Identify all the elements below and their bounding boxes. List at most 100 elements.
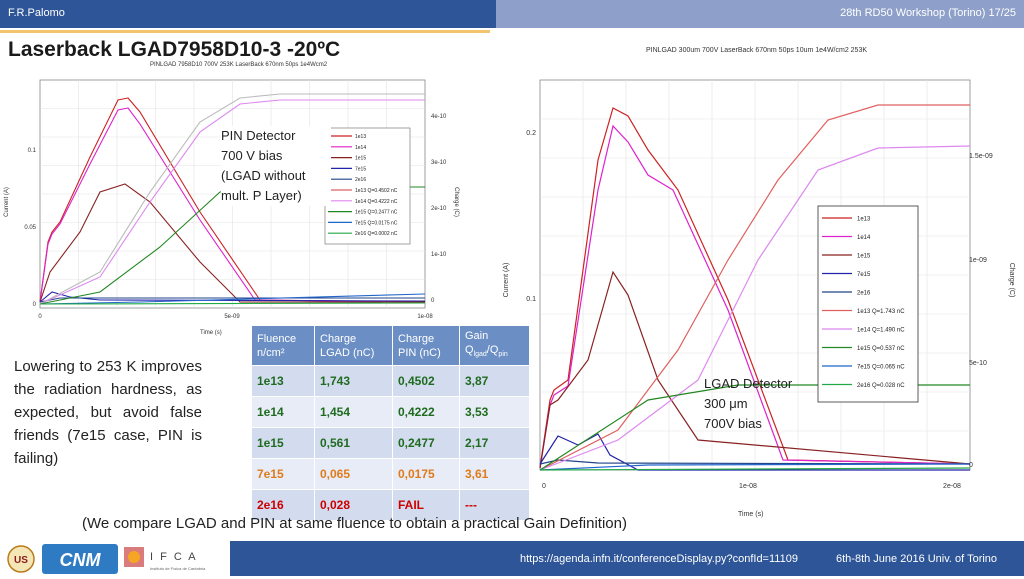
pin-annot-line: (LGAD without <box>221 168 306 183</box>
right-legend-label: 7e15 <box>857 272 871 278</box>
right-series-5 <box>539 104 970 471</box>
workshop-label: 28th RD50 Workshop (Torino) 17/25 <box>840 7 1016 19</box>
pin-annot-line: 700 V bias <box>221 148 283 163</box>
table-cell-fluence: 7e15 <box>251 458 315 491</box>
table-cell-fluence: 1e15 <box>251 427 315 460</box>
table-cell-gain: 3,61 <box>459 458 530 491</box>
right-legend-label: 1e15 Q=0.537 nC <box>857 346 905 352</box>
table-cell-fluence: 1e14 <box>251 396 315 429</box>
table-cell-pin: 0,0175 <box>392 458 460 491</box>
gain-definition-note: (We compare LGAD and PIN at same fluence… <box>82 515 627 532</box>
left-legend-label: 1e15 <box>355 156 366 162</box>
slide-title: Laserback LGAD7958D10-3 -20ºC <box>8 38 341 61</box>
left-plot: Current (A) Charge (C) Time (s) 0.1 0.05 0… <box>4 79 459 336</box>
left-plot-xtick: 0 <box>38 314 42 320</box>
left-plot-xtick: 1e-08 <box>417 314 433 320</box>
left-legend-label: 7e15 Q=0.0175 nC <box>355 220 398 226</box>
right-plot-ylabel: Current (A) <box>503 263 510 298</box>
header-charge-pin: Charge PIN (nC) <box>392 324 460 367</box>
right-series-8 <box>539 463 971 471</box>
table-cell-lgad: 1,454 <box>314 396 393 429</box>
left-plot-y2tick: 4e-10 <box>431 114 447 120</box>
right-plot-y2tick: 0 <box>969 462 973 469</box>
left-series-8 <box>39 293 426 305</box>
left-plot-xlabel: Time (s) <box>200 330 222 336</box>
left-series-6 <box>39 99 425 305</box>
left-plot-y2label: Charge (C) <box>453 187 459 217</box>
right-plot-xtick: 1e-08 <box>739 483 757 490</box>
right-plot-y2tick: 1.5e-09 <box>969 153 993 160</box>
right-legend-label: 1e14 <box>857 235 871 241</box>
right-series-0 <box>539 107 971 469</box>
footer-bar <box>230 541 1024 576</box>
left-plot-y2tick: 0 <box>431 298 435 304</box>
table-cell-pin: FAIL <box>392 489 460 522</box>
right-series-9 <box>539 467 971 471</box>
left-legend-label: 1e13 Q=0.4502 nC <box>355 188 398 194</box>
right-plot-xlabel: Time (s) <box>738 511 763 518</box>
left-plot-ytick: 0 <box>33 302 37 308</box>
left-plot-ylabel: Current (A) <box>4 187 10 217</box>
left-series-2 <box>39 183 425 303</box>
lgad-annot-line: LGAD Detector <box>704 376 793 391</box>
right-plot-ytick: 0.2 <box>526 130 536 137</box>
left-plot-y2tick: 3e-10 <box>431 160 447 166</box>
header-fluence: Fluence n/cm² <box>251 324 315 367</box>
right-plot: Current (A) Charge (C) Time (s) 0.2 0.1 1.… <box>503 79 1015 518</box>
lgad-annot-line: 300 μm <box>704 396 748 411</box>
table-cell-lgad: 0,028 <box>314 489 393 522</box>
table-row: 1e13 1,743 0,4502 3,87 <box>251 365 530 398</box>
lgad-annot-line: 700V bias <box>704 416 762 431</box>
right-legend-label: 2e16 Q=0.028 nC <box>857 383 905 389</box>
right-legend-label: 2e16 <box>857 291 871 297</box>
pin-annot-line: mult. P Layer) <box>221 188 302 203</box>
right-legend-box <box>817 205 919 403</box>
header-gain: Gain Qlgad/Qpin <box>459 324 530 367</box>
right-plot-xtick: 0 <box>542 483 546 490</box>
left-legend-label: 1e15 Q=0.2477 nC <box>355 210 398 216</box>
table-cell-fluence: 2e16 <box>251 489 315 522</box>
right-series-4 <box>539 459 971 465</box>
left-legend-label: 1e14 Q=0.4222 nC <box>355 199 398 205</box>
header-charge-lgad: Charge LGAD (nC) <box>314 324 393 367</box>
table-cell-gain: 2,17 <box>459 427 530 460</box>
right-series-6 <box>539 145 971 471</box>
header-bar-right: 28th RD50 Workshop (Torino) 17/25 <box>496 0 1024 28</box>
table-cell-fluence: 1e13 <box>251 365 315 398</box>
table-cell-lgad: 1,743 <box>314 365 393 398</box>
right-plot-subtitle: PINLGAD 300um 700V LaserBack 670nm 50ps … <box>646 47 868 54</box>
left-legend-label: 2e16 Q=0.0002 nC <box>355 231 398 237</box>
table-cell-lgad: 0,561 <box>314 427 393 460</box>
left-series-5 <box>39 93 425 305</box>
left-legend-label: 2e16 <box>355 177 366 183</box>
left-series-0 <box>39 97 426 303</box>
right-plot-xtick: 2e-08 <box>943 483 961 490</box>
table-cell-gain: 3,87 <box>459 365 530 398</box>
footer-url[interactable]: https://agenda.infn.it/conferenceDisplay… <box>520 553 798 565</box>
left-plot-ytick: 0.1 <box>28 148 37 154</box>
university-seal-icon: US <box>4 544 38 574</box>
table-cell-lgad: 0,065 <box>314 458 393 491</box>
right-legend-label: 1e13 <box>857 217 871 223</box>
pin-annot-line: PIN Detector <box>221 128 296 143</box>
table-row: 1e14 1,454 0,4222 3,53 <box>251 396 530 429</box>
svg-text:US: US <box>14 555 28 566</box>
svg-text:Instituto de Física de Cantabr: Instituto de Física de Cantabria <box>150 566 206 571</box>
right-series-2 <box>539 270 971 469</box>
cnm-logo: CNM <box>42 544 118 574</box>
conclusion-text: Lowering to 253 K improves the radiation… <box>14 358 202 467</box>
table-row: 2e16 0,028 FAIL --- <box>251 489 530 522</box>
table-row: 1e15 0,561 0,2477 2,17 <box>251 427 530 460</box>
left-legend-label: 1e13 <box>355 134 366 140</box>
left-plot-ytick: 0.05 <box>24 225 36 231</box>
right-plot-y2tick: 1e-09 <box>969 257 987 264</box>
left-plot-y2tick: 1e-10 <box>431 252 447 258</box>
right-plot-y2label: Charge (C) <box>1008 263 1015 298</box>
author-label: F.R.Palomo <box>8 7 65 19</box>
svg-text:I F C A: I F C A <box>150 551 198 563</box>
right-plot-ytick: 0.1 <box>526 296 536 303</box>
footer-date: 6th-8th June 2016 Univ. of Torino <box>836 553 998 565</box>
title-underline <box>0 30 490 33</box>
left-plot-xtick: 5e-09 <box>224 314 240 320</box>
left-plot-y2tick: 2e-10 <box>431 206 447 212</box>
